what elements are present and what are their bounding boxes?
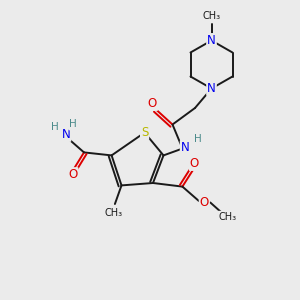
Text: H: H xyxy=(194,134,202,145)
Text: N: N xyxy=(207,82,216,95)
Text: N: N xyxy=(181,141,190,154)
Text: N: N xyxy=(61,128,70,141)
Text: O: O xyxy=(148,97,157,110)
Text: O: O xyxy=(68,168,77,181)
Text: CH₃: CH₃ xyxy=(104,208,122,218)
Text: N: N xyxy=(207,34,216,47)
Text: CH₃: CH₃ xyxy=(218,212,236,222)
Text: H: H xyxy=(51,122,59,132)
Text: H: H xyxy=(69,119,77,130)
Text: S: S xyxy=(141,126,148,139)
Text: O: O xyxy=(190,157,199,170)
Text: O: O xyxy=(200,196,209,209)
Text: CH₃: CH₃ xyxy=(202,11,220,21)
